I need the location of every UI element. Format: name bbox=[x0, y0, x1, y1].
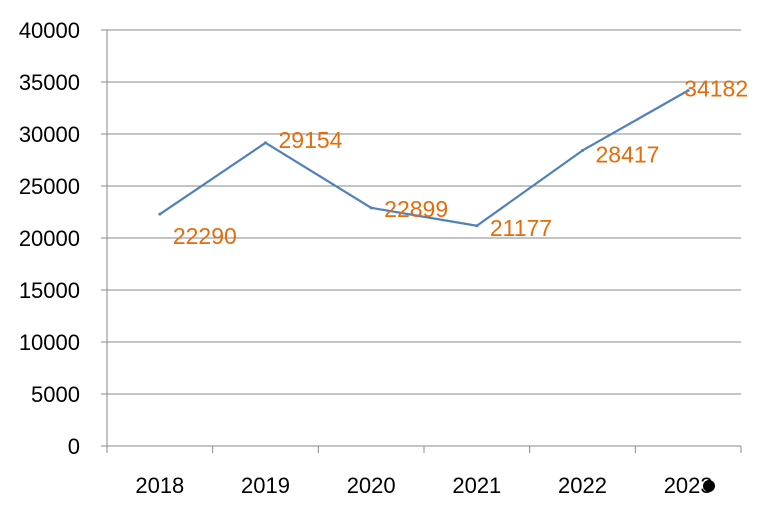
y-tick-label: 40000 bbox=[19, 18, 80, 43]
y-tick-label: 5000 bbox=[31, 382, 80, 407]
series-line-group bbox=[158, 89, 690, 228]
x-tick-label: 2019 bbox=[241, 473, 290, 498]
y-tick-label: 10000 bbox=[19, 330, 80, 355]
data-label: 28417 bbox=[596, 141, 660, 167]
data-point bbox=[158, 212, 162, 216]
y-tick-label: 0 bbox=[68, 434, 80, 459]
y-tick-label: 15000 bbox=[19, 278, 80, 303]
y-tick-label: 20000 bbox=[19, 226, 80, 251]
data-label: 29154 bbox=[279, 127, 343, 153]
data-point bbox=[369, 206, 373, 210]
x-tick-label: 2018 bbox=[135, 473, 184, 498]
x-tick-label: 2020 bbox=[347, 473, 396, 498]
data-label: 34182 bbox=[684, 76, 748, 102]
series-line bbox=[159, 89, 689, 227]
marker-dot bbox=[703, 480, 715, 492]
data-point bbox=[581, 148, 584, 152]
data-labels: 22290 29154 22899 21177 28417 34182 bbox=[173, 76, 748, 250]
data-label: 22290 bbox=[173, 223, 237, 249]
data-point bbox=[475, 224, 479, 228]
x-axis-tick-labels: 2018 2019 2020 2021 2022 2023 bbox=[135, 473, 712, 498]
gridlines bbox=[107, 29, 741, 395]
y-tick-label: 35000 bbox=[19, 70, 80, 95]
data-label: 22899 bbox=[384, 196, 448, 222]
y-tick-label: 30000 bbox=[19, 122, 80, 147]
x-tick-label: 2021 bbox=[452, 473, 501, 498]
data-point bbox=[686, 89, 690, 93]
data-label: 21177 bbox=[490, 215, 552, 241]
data-point bbox=[264, 141, 267, 145]
y-axis-tick-labels: 0 5000 10000 15000 20000 25000 30000 35000 40000 bbox=[19, 18, 80, 459]
y-tick-label: 25000 bbox=[19, 174, 80, 199]
axes bbox=[101, 29, 742, 453]
x-tick-label: 2022 bbox=[558, 473, 607, 498]
